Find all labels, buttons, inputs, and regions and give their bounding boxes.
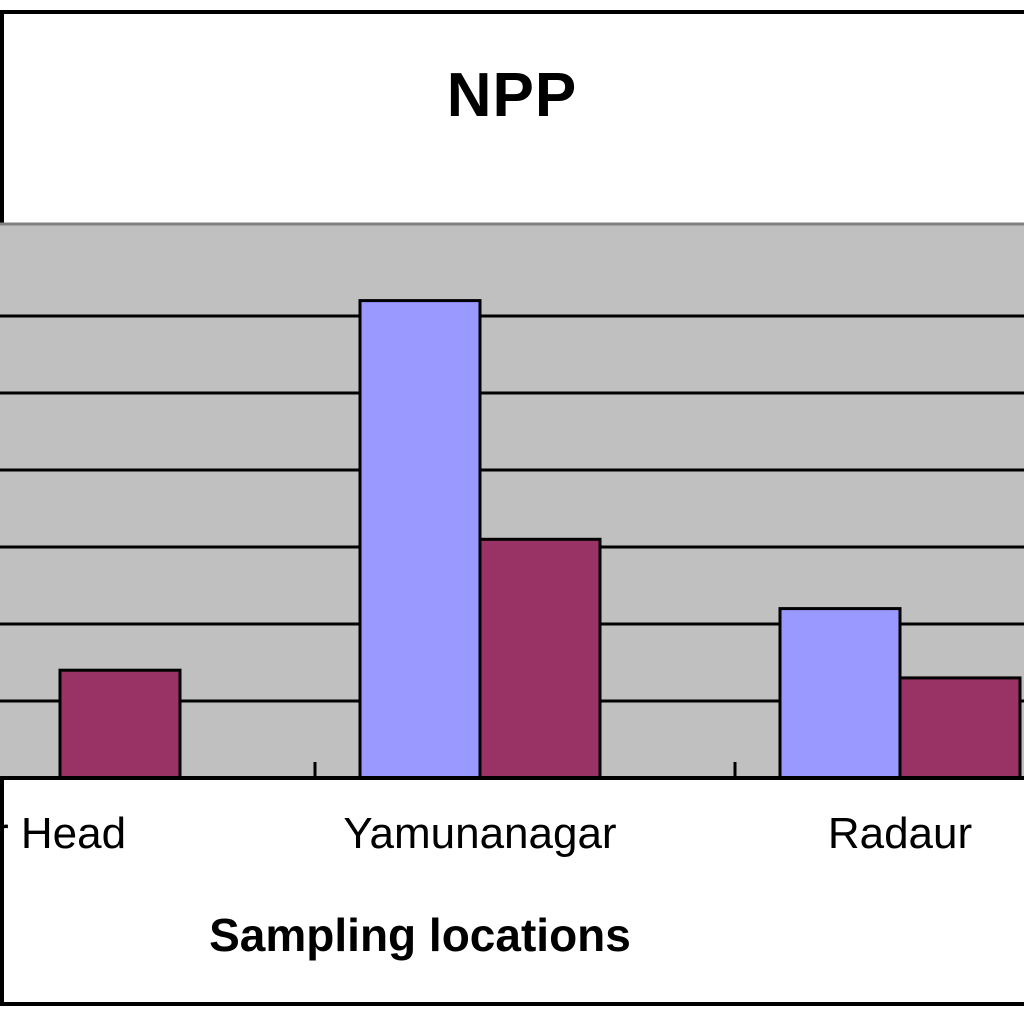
x-tick-label: Radaur [828,809,972,858]
bar [778,607,902,780]
x-tick-label: r Head [0,809,126,858]
x-tick-label: Yamunanagar [343,809,616,858]
bar [58,668,182,780]
bar [358,299,482,780]
chart-title: NPP [446,61,578,130]
bar [898,676,1022,780]
bar [478,537,602,780]
x-axis-title: Sampling locations [209,909,631,961]
